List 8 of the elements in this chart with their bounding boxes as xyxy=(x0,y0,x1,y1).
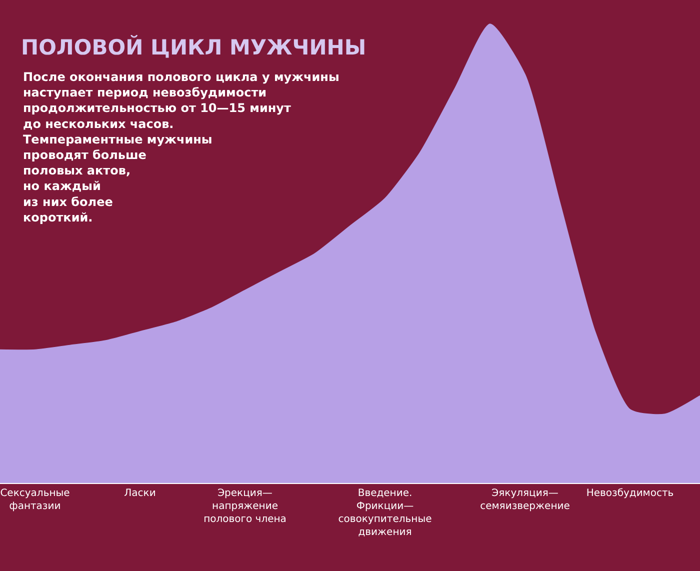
x-tick-label: Эякуляция— семяизвержение xyxy=(480,488,570,512)
x-tick-label: Ласки xyxy=(124,488,156,499)
x-tick-label: Эрекция— напряжение полового члена xyxy=(204,488,286,525)
x-tick-label: Сексуальные фантазии xyxy=(0,488,70,512)
text: После окончания полового цикла у мужчины наступает период невозбудимости продолжительностью от 10—15 минут до нескольких часов. Темпераментные мужчины проводят больше половых актов, но каждый из них более короткий. xyxy=(23,70,340,224)
x-tick-label: Невозбудимость xyxy=(586,488,674,499)
x-tick-label: Введение. Фрикции— совокупительные движения xyxy=(338,488,432,538)
text: ПОЛОВОЙ ЦИКЛ МУЖЧИНЫ xyxy=(21,34,366,60)
